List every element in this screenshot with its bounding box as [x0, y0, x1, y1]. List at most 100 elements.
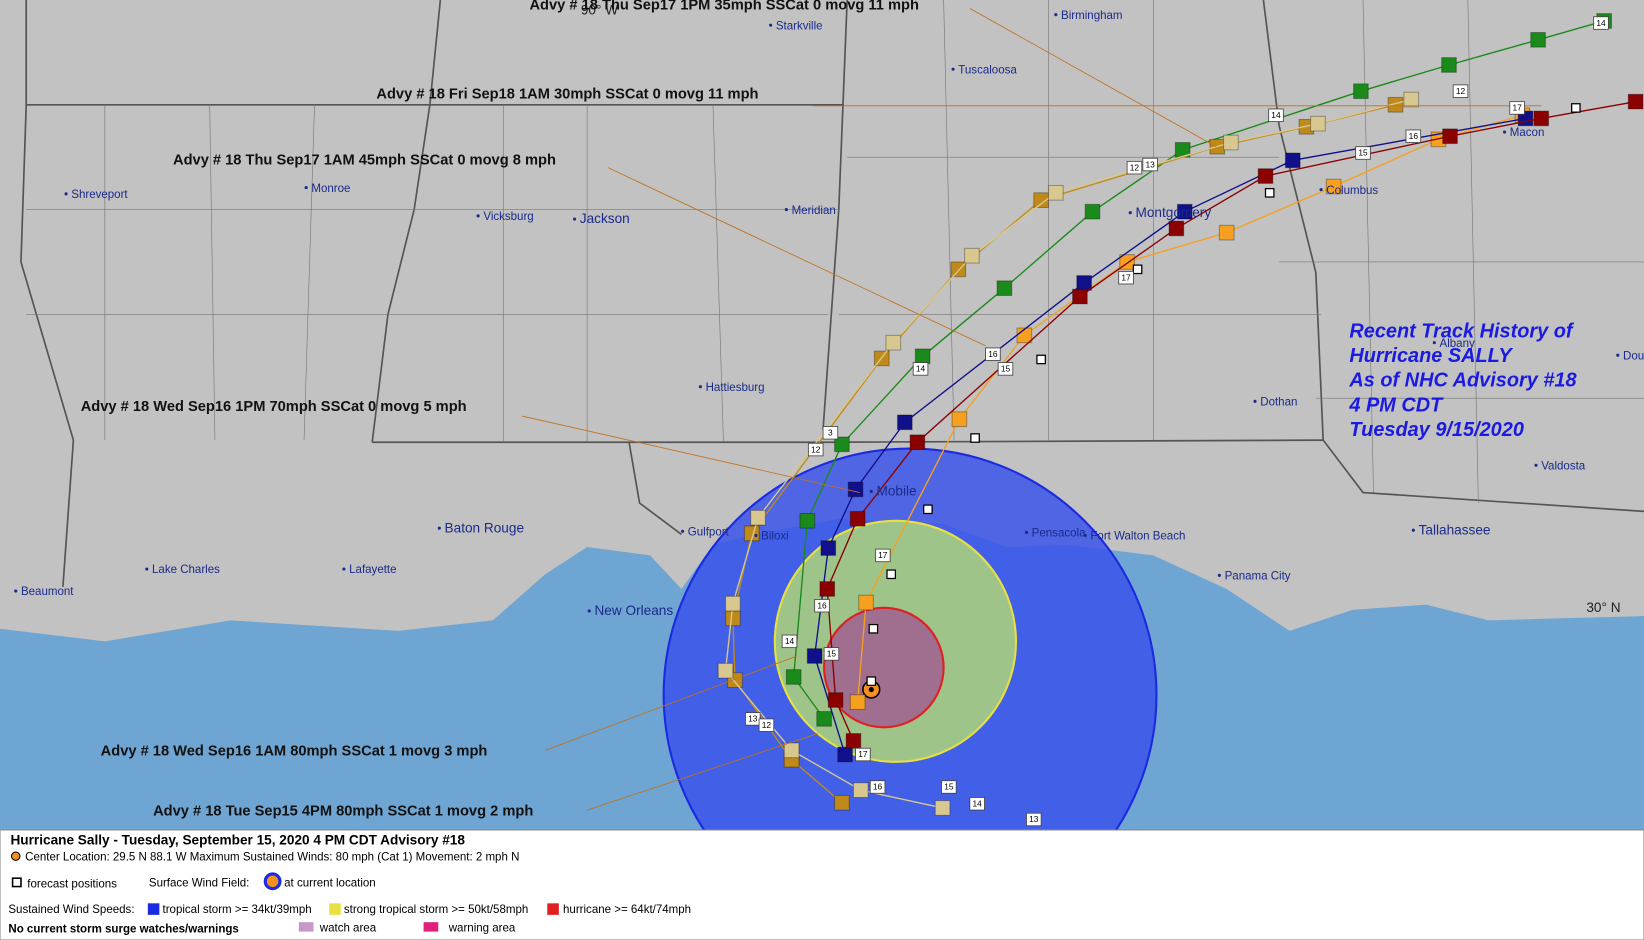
track-label-box — [855, 747, 871, 762]
track-position — [819, 581, 836, 597]
track-label: 17 — [1121, 272, 1131, 282]
storm-center-dot — [868, 686, 874, 693]
track-label-box — [997, 362, 1014, 376]
track-label: 12 — [1456, 86, 1466, 96]
track-label-box — [1118, 270, 1134, 285]
track-label: 15 — [944, 782, 954, 792]
track-position — [1530, 31, 1546, 48]
city-dot — [1432, 341, 1436, 345]
track-position — [845, 733, 862, 749]
track-label-box — [875, 548, 891, 563]
track-position — [1072, 288, 1088, 305]
track-position — [750, 509, 766, 526]
city-label: Panama City — [1225, 571, 1291, 583]
sts-text: strong tropical storm >= 50kt/58mph — [344, 904, 528, 916]
grid-label: 30° N — [1586, 600, 1620, 615]
track-label: 3 — [828, 428, 833, 438]
track-position — [847, 481, 864, 498]
track-label-box — [1452, 84, 1469, 98]
track-label: 14 — [1596, 18, 1606, 28]
labels: 90° W 30° N Birmingham Starkville Tuscaloosa… — [14, 0, 1644, 827]
city-label: Albany — [1440, 338, 1475, 350]
track-label-box — [814, 599, 830, 613]
track-position — [914, 348, 931, 365]
city-label: Birmingham — [1061, 10, 1122, 22]
track-label: 13 — [748, 714, 758, 724]
track-label-box — [912, 362, 929, 376]
city-label: Valdosta — [1541, 460, 1586, 472]
city-dot — [342, 567, 346, 571]
watch-text: watch area — [319, 923, 377, 935]
city-dot — [1411, 528, 1415, 532]
track-position — [934, 800, 951, 816]
city-dot — [769, 23, 773, 27]
city-dot — [304, 186, 308, 190]
track-label-box — [1142, 157, 1158, 172]
track-position — [725, 610, 741, 627]
track-position — [1387, 96, 1404, 113]
city-label: Tallahassee — [1419, 522, 1491, 537]
track-position — [849, 694, 866, 710]
city-label: Fort Walton Beach — [1090, 531, 1185, 543]
city-dot — [1054, 13, 1058, 17]
advisory-label: Advy # 18 Tue Sep15 4PM 80mph SSCat 1 mo… — [153, 803, 533, 819]
current-text: at current location — [284, 878, 376, 890]
track-label-box — [807, 442, 824, 457]
advisory-label: Advy # 18 Thu Sep17 1PM 35mph SSCat 0 mo… — [529, 0, 918, 13]
city-label: Pensacola — [1032, 528, 1086, 540]
track-label-box — [869, 780, 886, 794]
track-position — [806, 648, 823, 664]
track-position — [1441, 57, 1457, 73]
leader-line — [522, 415, 860, 493]
track-label-box — [1509, 101, 1525, 115]
city-dot — [698, 385, 702, 389]
track-label-box — [1126, 160, 1143, 175]
track-position — [799, 512, 816, 529]
track-label: 14 — [973, 799, 983, 809]
city-label: Biloxi — [761, 531, 789, 543]
city-dot — [145, 567, 149, 571]
city-dot — [951, 67, 955, 71]
track-position — [1257, 168, 1274, 184]
center-icon — [11, 851, 21, 861]
leader-line — [545, 655, 797, 751]
history-title: As of NHC Advisory #18 — [1348, 370, 1577, 392]
track-position — [909, 434, 926, 451]
track-label: 16 — [817, 600, 827, 610]
advisory-label: Advy # 18 Thu Sep17 1AM 45mph SSCat 0 mo… — [173, 153, 556, 169]
track-position — [1310, 115, 1326, 132]
track-label: 17 — [858, 749, 868, 759]
city-label: Lafayette — [349, 564, 396, 576]
city-label: Dothan — [1260, 397, 1297, 409]
track-position — [858, 594, 874, 611]
track-label: 14 — [1271, 110, 1281, 120]
track-position — [1168, 220, 1185, 237]
track-label: 12 — [1130, 162, 1140, 172]
city-label: Montgomery — [1135, 205, 1211, 220]
city-dot — [680, 529, 685, 533]
track-position — [820, 540, 837, 556]
track-position — [1084, 203, 1101, 220]
track-label: 15 — [827, 649, 837, 659]
city-label: Vicksburg — [483, 211, 533, 223]
track-position — [1047, 184, 1064, 201]
city-label: Shreveport — [71, 189, 128, 201]
track-label: 16 — [988, 349, 998, 359]
city-label: Macon — [1510, 127, 1545, 139]
track-position — [951, 411, 968, 428]
history-title: Recent Track History of — [1349, 320, 1575, 342]
track-position — [783, 742, 800, 759]
track-position — [1325, 178, 1342, 195]
track-label: 15 — [1001, 364, 1011, 374]
track-position — [1533, 110, 1550, 127]
track-label: 17 — [878, 550, 888, 560]
track-label: 13 — [1146, 159, 1156, 169]
city-dot — [1502, 130, 1507, 134]
forecast-position — [866, 676, 877, 686]
forecast-position — [923, 504, 933, 515]
city-label: New Orleans — [594, 603, 673, 618]
history-title: Tuesday 9/15/2020 — [1349, 419, 1524, 441]
tracks — [522, 8, 1644, 816]
city-dot — [1319, 188, 1323, 192]
